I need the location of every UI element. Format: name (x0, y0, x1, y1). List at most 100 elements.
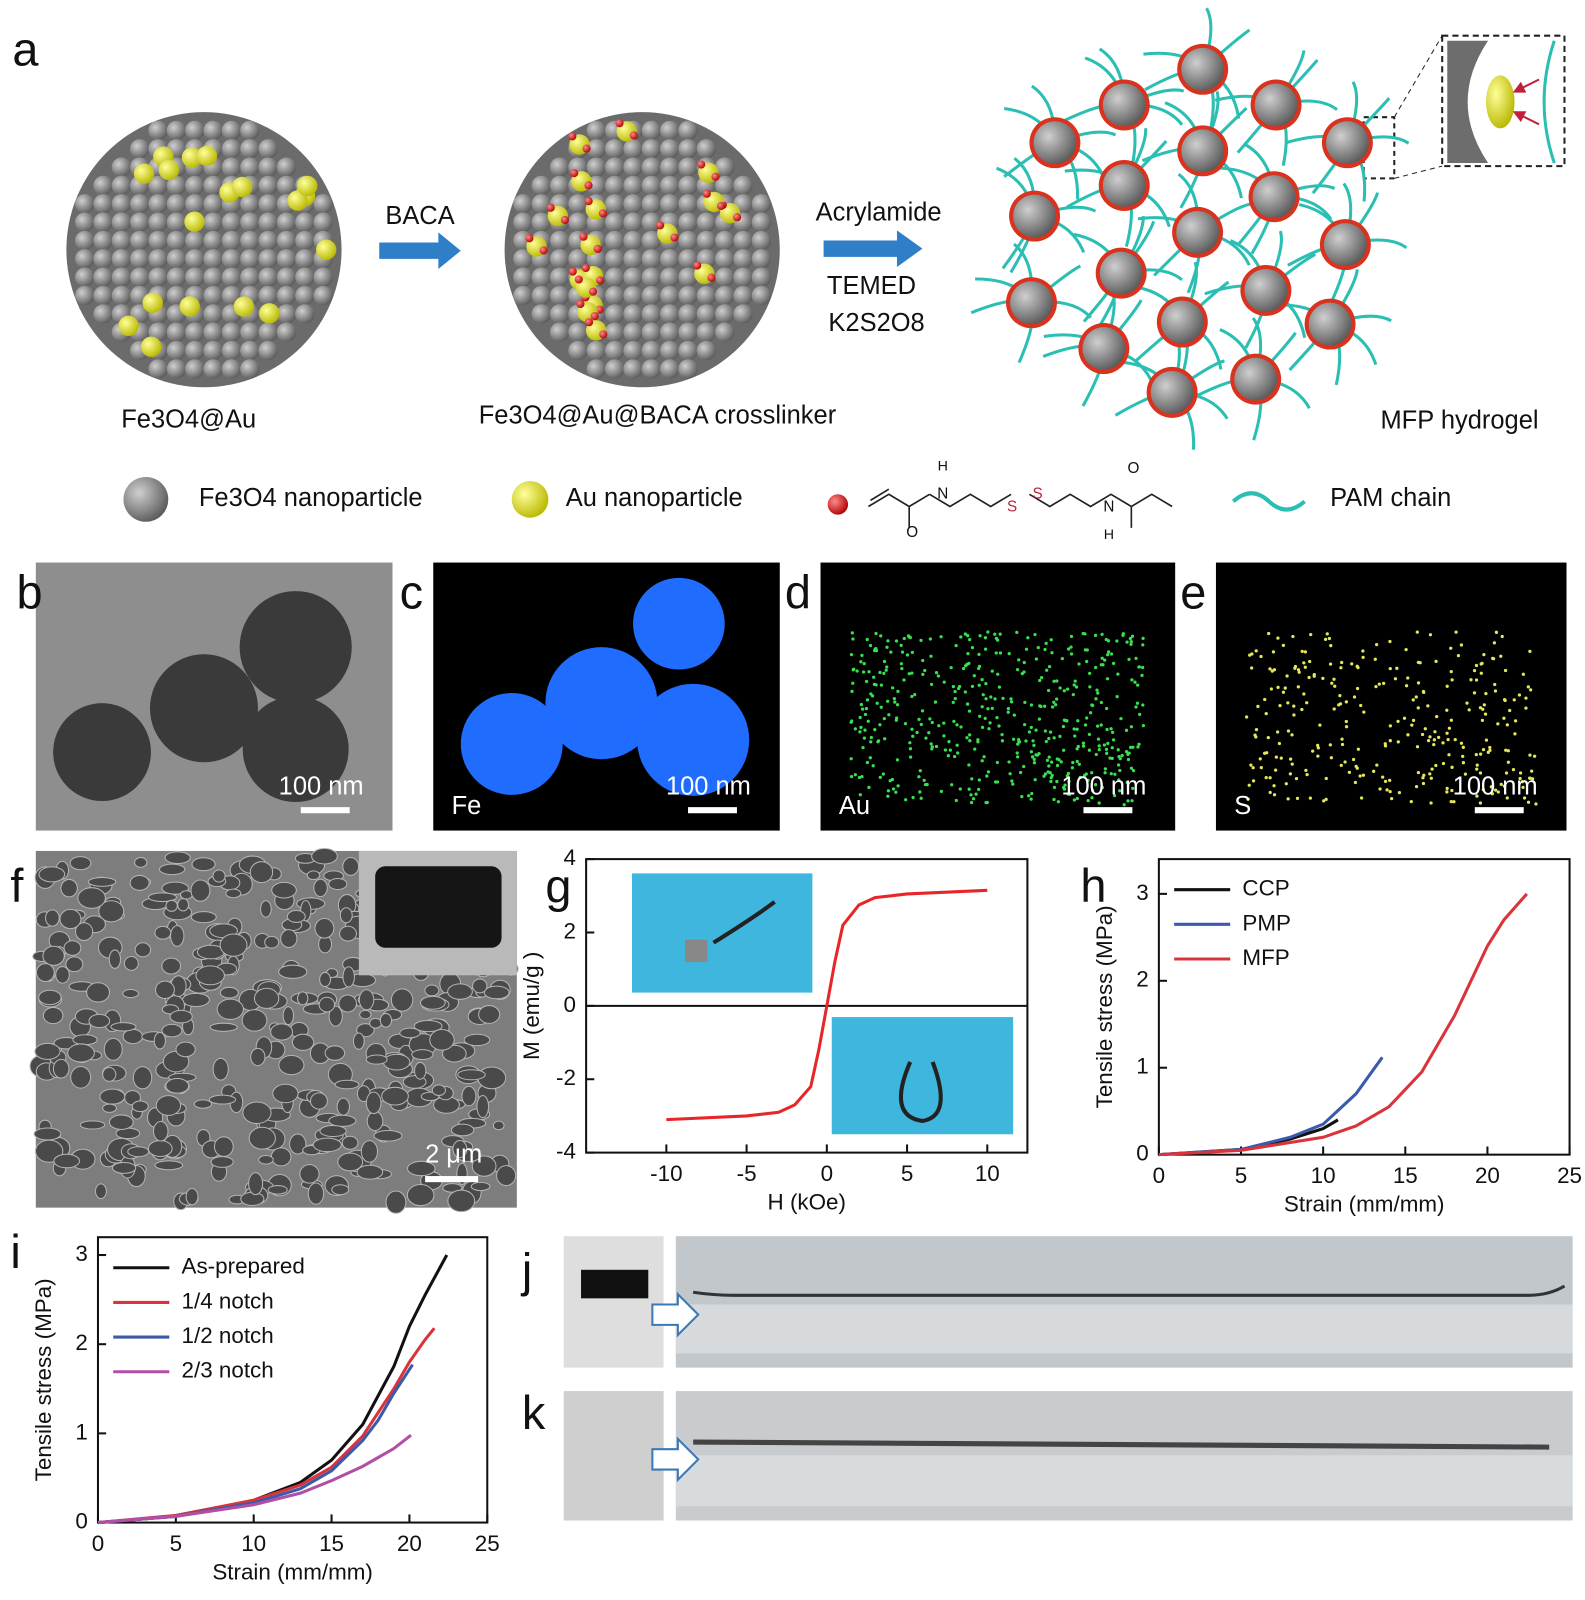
eds-dot (862, 736, 867, 740)
eds-dot (1352, 695, 1357, 699)
eds-dot (998, 632, 1002, 636)
eds-dot (1060, 656, 1064, 661)
fe3o4-bead (93, 304, 113, 324)
eds-dot (1474, 663, 1479, 668)
eds-dot (1355, 686, 1360, 691)
eds-dot (1072, 683, 1076, 687)
pore (98, 900, 125, 923)
legend-text: Fe3O4 nanoparticle (199, 484, 423, 512)
eds-dot (1290, 733, 1294, 737)
eds-dot (1069, 645, 1073, 649)
crosslinker-core (1102, 164, 1146, 207)
fe3o4-bead (586, 139, 607, 159)
fe3o4-bead (751, 249, 772, 269)
pore (411, 1049, 434, 1060)
eds-dot (968, 739, 972, 743)
pore (99, 1088, 126, 1105)
eds-dot (1502, 784, 1507, 788)
fe3o4-bead (660, 322, 680, 342)
eds-dot (1493, 689, 1498, 693)
eds-dot (1062, 787, 1067, 791)
au-bead (142, 292, 163, 313)
eds-dot (1503, 698, 1507, 703)
eds-dot (869, 692, 873, 696)
eds-dot (903, 722, 908, 726)
fe3o4-bead (715, 157, 735, 177)
fe3o4-bead (111, 249, 132, 269)
eds-dot (1474, 752, 1478, 757)
fe3o4-bead (549, 249, 570, 269)
eds-dot (967, 763, 971, 767)
eds-dot (1037, 751, 1041, 756)
eds-dot (1383, 779, 1388, 784)
eds-dot (1286, 797, 1290, 801)
eds-dot (1118, 768, 1122, 773)
eds-dot (1033, 632, 1037, 637)
eds-dot (977, 666, 981, 671)
panel-label: c (400, 567, 423, 619)
panel-label: k (522, 1387, 546, 1439)
eds-dot (1115, 695, 1119, 699)
eds-dot (1499, 654, 1503, 658)
eds-dot (1136, 745, 1140, 749)
panel-label: b (16, 567, 42, 619)
eds-dot (868, 643, 873, 648)
eds-dot (986, 770, 991, 774)
fe3o4-bead (678, 157, 698, 177)
eds-dot (1450, 765, 1454, 769)
fe3o4-bead (696, 212, 717, 232)
eds-dot (1502, 716, 1506, 720)
fe3o4-bead (696, 230, 717, 251)
eds-dot (1475, 763, 1479, 767)
eds-dot (1023, 700, 1027, 704)
eds-dot (1103, 771, 1107, 775)
eds-dot (930, 745, 934, 749)
eds-dot (871, 764, 875, 768)
fe3o4-bead (549, 304, 570, 324)
eds-dot (1015, 751, 1019, 755)
eds-dot (1479, 671, 1483, 675)
fe3o4-bead (203, 285, 223, 306)
eds-dot (1277, 741, 1282, 746)
eds-dot (1036, 646, 1040, 650)
eds-dot (869, 735, 873, 740)
eds-dot (1479, 662, 1483, 666)
eds-dot (1100, 785, 1105, 790)
eds-dot (1140, 673, 1144, 677)
eds-dot (1361, 649, 1365, 653)
eds-dot (1063, 783, 1067, 787)
pore (209, 1022, 238, 1032)
pore (306, 870, 321, 881)
eds-dot (1104, 747, 1109, 751)
legend-text: MFP (1242, 945, 1289, 970)
fe3o4-bead (660, 267, 680, 287)
pore (413, 1020, 443, 1033)
fe3o4-bead (221, 359, 242, 379)
eds-dot (953, 755, 957, 759)
eds-dot (1332, 677, 1336, 681)
fe3o4-bead (240, 230, 260, 251)
gel-strip (712, 900, 776, 945)
pore (352, 1032, 365, 1050)
fe3o4-bead (111, 212, 132, 232)
fe3o4-bead (111, 157, 132, 177)
eds-dot (1506, 749, 1510, 753)
eds-dot (1343, 760, 1347, 764)
fe3o4-bead (678, 120, 698, 141)
eds-dot (861, 745, 865, 750)
eds-dot (1486, 750, 1490, 754)
eds-dot (1435, 715, 1439, 719)
eds-dot (919, 722, 923, 727)
fe3o4-bead (240, 194, 260, 214)
pore (286, 910, 306, 923)
eds-dot (1076, 744, 1080, 749)
eds-dot (894, 790, 898, 794)
au-bead (196, 145, 218, 167)
eds-dot (908, 747, 913, 751)
baca-dot (588, 287, 598, 296)
eds-dot (942, 680, 946, 684)
eds-dot (1421, 689, 1426, 694)
eds-dot (1300, 649, 1304, 653)
eds-dot (980, 759, 984, 763)
fe3o4-bead (258, 139, 278, 159)
